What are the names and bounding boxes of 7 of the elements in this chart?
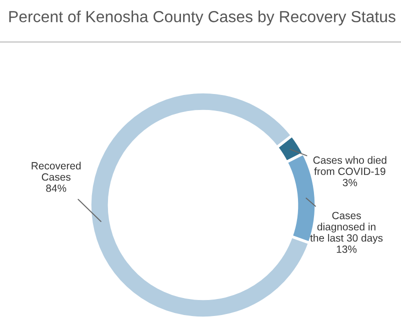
data-label: 13%: [336, 246, 357, 253]
chart-title: Percent of Kenosha County Cases by Recovery Status: [9, 10, 396, 26]
data-label: 3%: [342, 178, 358, 186]
slice-label: Cases who died from COVID-19: [313, 156, 386, 176]
slice-label: Recovered Cases: [32, 162, 81, 181]
slice-label: Cases diagnosed in the last 30 days: [310, 212, 383, 244]
data-label: 84%: [46, 184, 66, 192]
